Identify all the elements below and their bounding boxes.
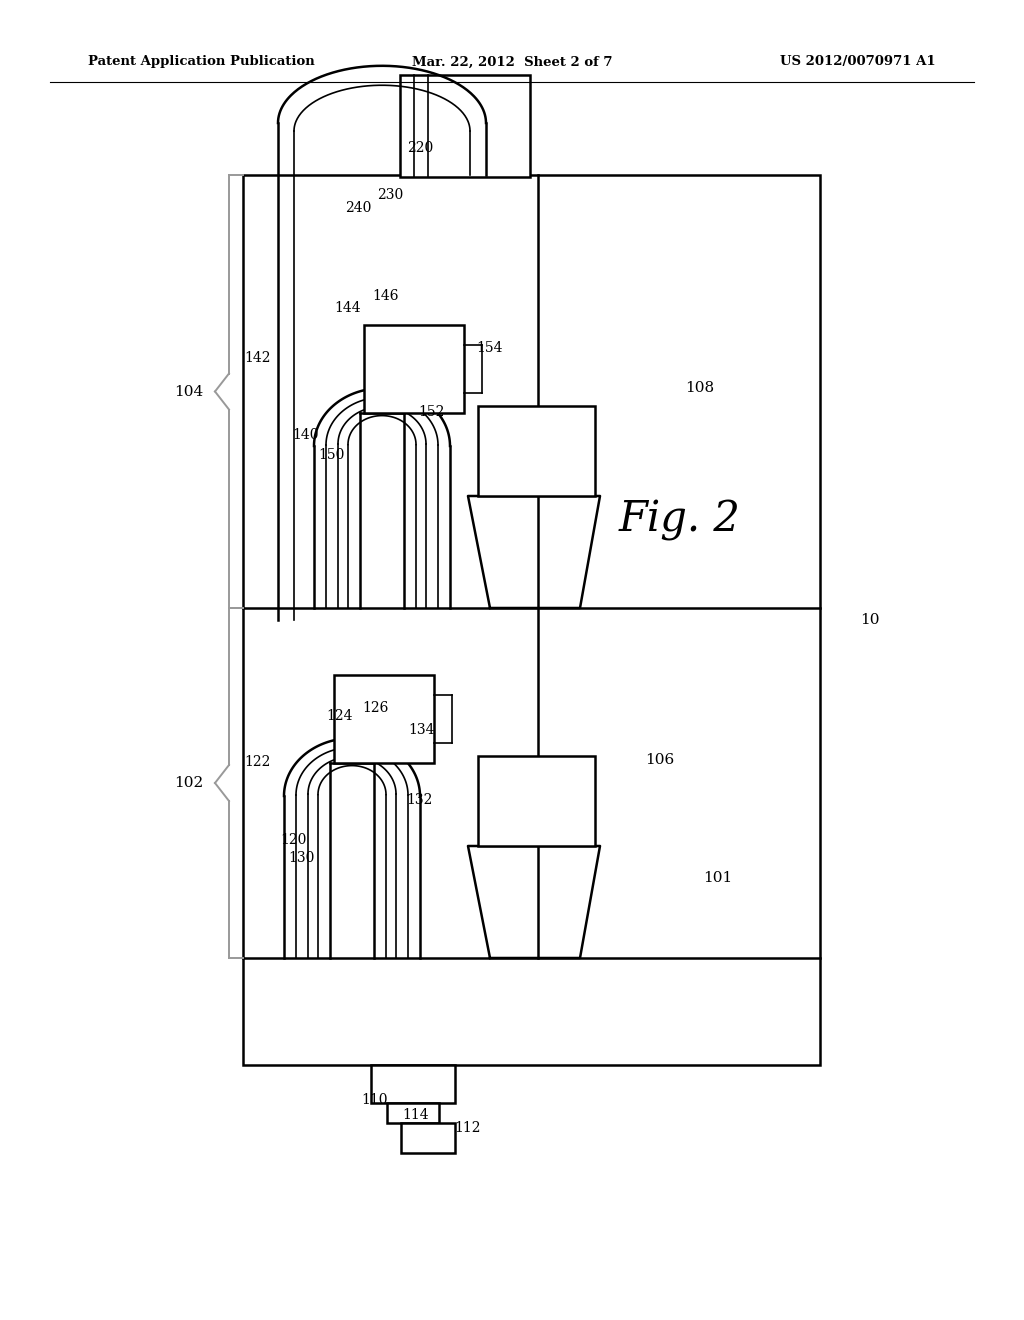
Bar [371, 1065, 455, 1104]
Bar [400, 75, 530, 177]
Text: 114: 114 [402, 1107, 429, 1122]
Bar [478, 407, 595, 496]
Text: 112: 112 [455, 1121, 481, 1135]
Bar [334, 675, 434, 763]
Bar [243, 176, 820, 1065]
Text: 120: 120 [281, 833, 307, 847]
Text: 240: 240 [345, 201, 371, 215]
Text: 101: 101 [703, 871, 732, 884]
Text: 140: 140 [293, 428, 319, 442]
Text: Fig. 2: Fig. 2 [620, 499, 741, 541]
Text: 220: 220 [407, 141, 433, 154]
Text: 126: 126 [362, 701, 389, 715]
Text: 122: 122 [245, 755, 271, 770]
Text: 146: 146 [373, 289, 399, 304]
Text: 108: 108 [685, 381, 715, 395]
Text: 104: 104 [174, 384, 204, 399]
Bar [364, 325, 464, 413]
Text: 102: 102 [174, 776, 204, 789]
Bar [401, 1123, 455, 1152]
Text: US 2012/0070971 A1: US 2012/0070971 A1 [780, 55, 936, 69]
Text: 124: 124 [327, 709, 353, 723]
Text: 144: 144 [335, 301, 361, 315]
Text: Patent Application Publication: Patent Application Publication [88, 55, 314, 69]
Text: 106: 106 [645, 752, 675, 767]
Text: 110: 110 [361, 1093, 388, 1107]
Text: 154: 154 [477, 341, 503, 355]
Bar [387, 1104, 439, 1123]
Text: 132: 132 [407, 793, 433, 807]
Text: 134: 134 [409, 723, 435, 737]
Text: 152: 152 [419, 405, 445, 418]
Text: 142: 142 [245, 351, 271, 366]
Text: Mar. 22, 2012  Sheet 2 of 7: Mar. 22, 2012 Sheet 2 of 7 [412, 55, 612, 69]
Text: 230: 230 [377, 187, 403, 202]
Text: 130: 130 [289, 851, 315, 865]
Text: 10: 10 [860, 612, 880, 627]
Text: 150: 150 [318, 447, 345, 462]
Bar [478, 756, 595, 846]
